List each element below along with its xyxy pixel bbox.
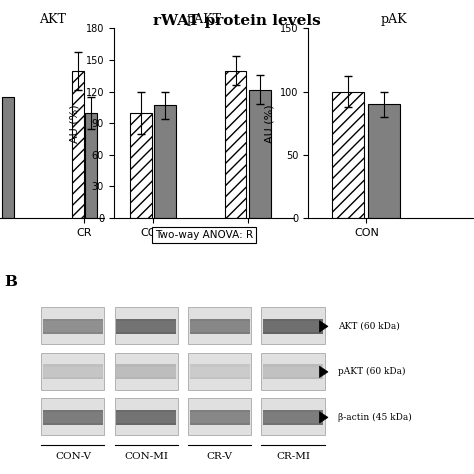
Bar <box>130 113 152 218</box>
Text: B: B <box>5 275 18 289</box>
Bar <box>115 398 178 435</box>
Bar <box>117 331 176 334</box>
Bar <box>190 365 249 367</box>
Bar <box>263 319 323 321</box>
Bar <box>43 410 103 412</box>
Bar <box>117 319 176 334</box>
Text: CON-MI: CON-MI <box>124 452 168 461</box>
Bar <box>117 377 176 379</box>
Bar <box>190 377 249 379</box>
Bar <box>188 307 251 344</box>
Bar <box>188 353 251 390</box>
Text: Two-way ANOVA: R: Two-way ANOVA: R <box>155 229 253 240</box>
Bar <box>249 90 271 218</box>
Bar <box>117 422 176 425</box>
Bar <box>41 307 104 344</box>
Text: rWAT protein levels: rWAT protein levels <box>153 14 321 28</box>
Text: CR-V: CR-V <box>207 452 233 461</box>
Polygon shape <box>319 366 328 378</box>
Bar <box>1 97 14 218</box>
Bar <box>332 91 365 218</box>
Bar <box>43 319 103 321</box>
Bar <box>263 365 323 379</box>
Title: AKT: AKT <box>39 13 65 26</box>
Text: pAKT (60 kDa): pAKT (60 kDa) <box>338 367 406 376</box>
Bar <box>155 105 176 218</box>
Bar <box>368 104 401 218</box>
Polygon shape <box>319 321 328 332</box>
Polygon shape <box>319 412 328 423</box>
Bar <box>262 353 325 390</box>
Bar <box>190 410 249 412</box>
Bar <box>43 377 103 379</box>
Bar <box>43 365 103 367</box>
Bar <box>263 410 323 412</box>
Text: CR-MI: CR-MI <box>276 452 310 461</box>
Bar <box>188 398 251 435</box>
Bar <box>263 331 323 334</box>
Bar <box>190 331 249 334</box>
Bar <box>117 365 176 379</box>
Bar <box>117 410 176 425</box>
Bar <box>43 410 103 425</box>
Bar <box>43 365 103 379</box>
Bar <box>190 422 249 425</box>
Bar <box>72 71 84 218</box>
Title: pAK: pAK <box>380 13 407 26</box>
Bar <box>263 365 323 367</box>
Bar <box>190 410 249 425</box>
Bar <box>190 319 249 321</box>
Bar <box>190 365 249 379</box>
Bar <box>117 365 176 367</box>
Bar <box>263 377 323 379</box>
Bar <box>262 307 325 344</box>
Text: AKT (60 kDa): AKT (60 kDa) <box>338 322 400 331</box>
Bar <box>117 410 176 412</box>
Bar <box>43 331 103 334</box>
Y-axis label: AU (%): AU (%) <box>264 104 274 143</box>
Bar <box>190 319 249 334</box>
Bar <box>263 410 323 425</box>
Bar <box>43 319 103 334</box>
Title: pAKT: pAKT <box>186 13 221 26</box>
Bar <box>225 71 246 218</box>
Bar <box>115 307 178 344</box>
Y-axis label: AU (%): AU (%) <box>70 104 80 143</box>
Bar <box>262 398 325 435</box>
Bar <box>41 398 104 435</box>
Bar <box>41 353 104 390</box>
Bar <box>117 319 176 321</box>
Text: β-actin (45 kDa): β-actin (45 kDa) <box>338 413 412 422</box>
Bar <box>263 319 323 334</box>
Text: CON-V: CON-V <box>55 452 91 461</box>
Bar <box>263 422 323 425</box>
Bar <box>115 353 178 390</box>
Bar <box>43 422 103 425</box>
Bar <box>85 113 97 218</box>
